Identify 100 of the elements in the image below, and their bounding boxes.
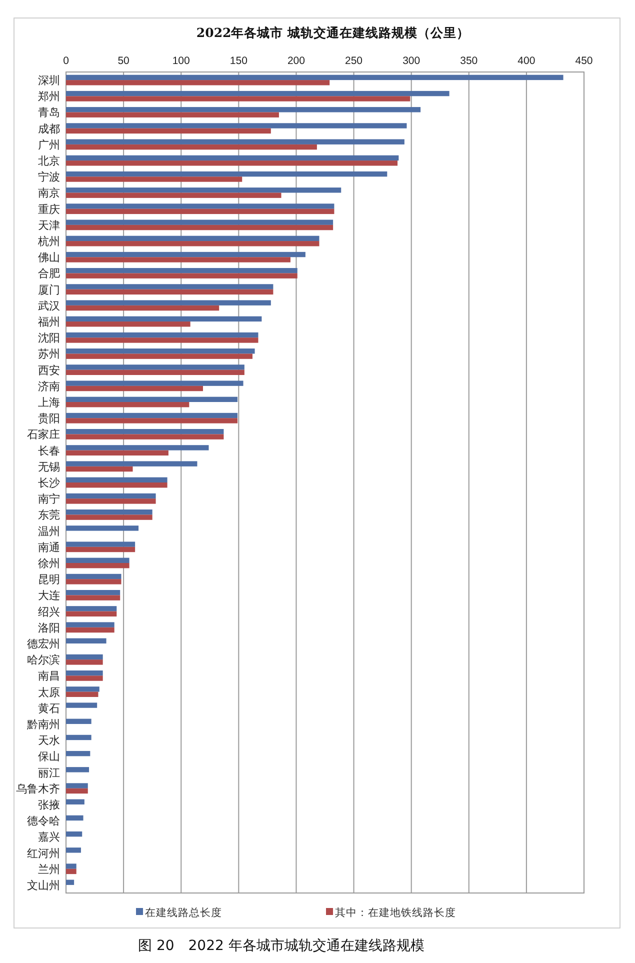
bar [66,204,334,209]
bar [66,526,139,531]
y-tick-label: 徐州 [38,556,60,570]
bar [66,236,320,242]
y-tick-label: 张掖 [38,798,60,812]
bar [66,477,168,482]
x-tick-label: 400 [518,55,536,67]
bar [66,396,238,402]
bar [66,558,130,563]
bar [66,90,450,96]
bar [66,638,106,644]
bar [66,509,152,515]
bar [66,380,244,386]
legend-label: 在建线路总长度 [145,906,222,919]
bar [66,418,238,424]
x-tick-label: 450 [575,55,593,67]
y-tick-label: 石家庄 [27,428,60,442]
y-tick-label: 重庆 [38,202,60,216]
bar [66,338,258,343]
bar [66,546,136,552]
bar [66,316,262,322]
bar [66,767,90,772]
bar [66,402,190,408]
bar [66,370,244,376]
bar [66,322,190,327]
x-tick-label: 300 [402,55,420,67]
bar [66,670,103,676]
bar [66,348,255,354]
bar [66,864,76,869]
bar [66,562,130,568]
bar [66,160,398,166]
bar [66,868,76,874]
bar [66,686,100,692]
bar [66,107,421,112]
y-tick-label: 宁波 [38,170,60,184]
bar [66,434,224,440]
y-tick-label: 福州 [38,316,60,329]
y-tick-label: 武汉 [38,299,60,312]
bar [66,848,81,853]
y-tick-label: 嘉兴 [38,830,60,844]
bar [66,831,82,837]
x-tick-label: 50 [118,55,130,67]
y-tick-label: 南京 [38,186,60,200]
bar [66,208,334,214]
bar [66,128,271,134]
x-tick-label: 200 [287,55,306,67]
bar [66,429,224,434]
y-tick-label: 郑州 [38,90,60,104]
y-tick-label: 贵阳 [38,412,60,426]
y-tick-label: 文山州 [27,878,60,892]
x-tick-label: 0 [63,55,70,67]
y-tick-label: 北京 [38,154,60,168]
bar [66,123,407,128]
bar [66,702,98,708]
y-tick-label: 保山 [38,750,60,764]
bar [66,493,156,499]
y-tick-label: 成都 [38,122,60,136]
bar [66,654,103,660]
bar [66,718,92,724]
bar [66,155,399,161]
y-tick-label: 杭州 [37,235,60,248]
bar [66,676,103,681]
y-tick-label: 长沙 [38,476,60,490]
y-tick-label: 西安 [38,364,60,377]
bar [66,412,238,418]
y-tick-label: 长春 [38,444,60,458]
bar [66,734,92,740]
y-tick-label: 佛山 [38,251,60,264]
bar [66,750,90,756]
bar [66,799,84,804]
y-tick-label: 昆明 [38,573,60,586]
y-tick-label: 合肥 [38,267,60,280]
bar [66,498,156,504]
bar [66,461,198,466]
y-tick-label: 红河州 [27,846,60,860]
bar [66,579,122,584]
x-tick-label: 350 [460,55,478,67]
y-tick-label: 青岛 [38,106,60,120]
y-tick-label: 南昌 [38,670,60,683]
y-tick-label: 无锡 [38,460,60,474]
y-tick-label: 洛阳 [38,621,60,634]
y-tick-label: 兰州 [38,862,60,876]
bar [66,386,203,392]
y-tick-label: 广州 [38,138,60,152]
bar [66,595,120,600]
y-tick-label: 沈阳 [38,332,60,345]
bar [66,144,317,150]
y-tick-label: 温州 [38,524,60,538]
bar [66,284,274,290]
y-tick-label: 乌鲁木齐 [16,782,60,796]
y-tick-label: 德令哈 [27,814,60,828]
bar [66,224,334,230]
y-tick-label: 上海 [38,396,60,410]
bar [66,627,114,633]
bar [66,268,298,274]
bar [66,466,133,472]
bar [66,815,84,821]
bar [66,300,271,306]
bar [66,482,168,488]
bar [66,289,274,295]
